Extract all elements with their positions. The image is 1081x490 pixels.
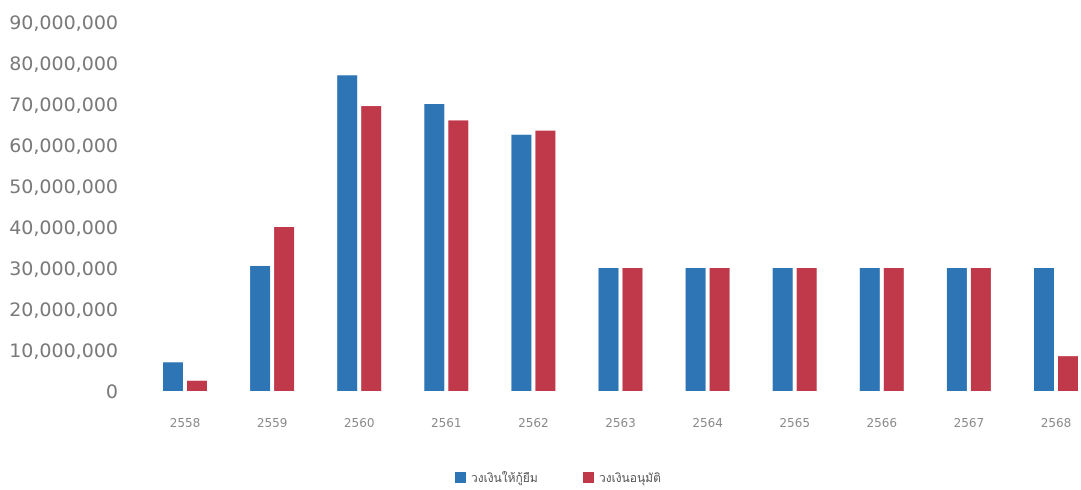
- bar-loan-2560: [337, 75, 358, 392]
- bar-approved-2561: [448, 120, 469, 392]
- legend-label: วงเงินอนุมัติ: [599, 471, 661, 486]
- y-tick-label: 50,000,000: [9, 176, 118, 198]
- x-tick-label: 2564: [692, 416, 723, 430]
- bar-loan-2568: [1034, 268, 1054, 391]
- y-tick-label: 30,000,000: [9, 258, 118, 280]
- bar-loan-2562: [511, 134, 532, 391]
- bar-loan-2566: [859, 268, 880, 391]
- x-tick-label: 2558: [170, 416, 201, 430]
- bar-approved-2559: [274, 227, 295, 391]
- bar-approved-2567: [970, 268, 991, 391]
- legend-swatch: [583, 472, 594, 483]
- x-tick-label: 2566: [867, 416, 898, 430]
- x-tick-label: 2559: [257, 416, 288, 430]
- legend: วงเงินให้กู้ยืม วงเงินอนุมัติ: [455, 471, 661, 486]
- bar-loan-2564: [685, 268, 706, 391]
- bar-approved-2562: [535, 130, 556, 391]
- x-tick-label: 2568: [1041, 416, 1072, 430]
- y-tick-label: 40,000,000: [9, 217, 118, 239]
- bar-loan-2563: [598, 268, 619, 391]
- x-tick-label: 2561: [431, 416, 462, 430]
- y-tick-label: 80,000,000: [9, 53, 118, 75]
- bar-loan-2561: [424, 104, 445, 391]
- y-axis: 0 10,000,000 20,000,000 30,000,000 40,000,00…: [9, 12, 118, 403]
- y-tick-label: 90,000,000: [9, 12, 118, 34]
- x-tick-label: 2567: [954, 416, 985, 430]
- y-tick-label: 0: [106, 381, 118, 403]
- bar-approved-2563: [622, 268, 643, 391]
- bar-approved-2564: [709, 268, 730, 391]
- bar-loan-2558: [163, 362, 183, 391]
- y-tick-label: 70,000,000: [9, 94, 118, 116]
- legend-swatch: [455, 472, 466, 483]
- x-tick-label: 2565: [779, 416, 810, 430]
- bar-approved-2566: [883, 268, 904, 391]
- bar-loan-2565: [772, 268, 793, 391]
- x-tick-label: 2560: [344, 416, 375, 430]
- bar-approved-2560: [361, 106, 382, 392]
- bar-loan-2559: [250, 265, 271, 391]
- y-tick-label: 60,000,000: [9, 135, 118, 157]
- bars: [163, 75, 1078, 392]
- bar-approved-2568: [1058, 356, 1078, 391]
- x-tick-label: 2563: [605, 416, 636, 430]
- bar-approved-2558: [187, 380, 207, 391]
- y-tick-label: 20,000,000: [9, 299, 118, 321]
- x-axis: 2558 2559 2560 2561 2562 2563 2564 2565 2566 2567…: [170, 416, 1072, 430]
- x-tick-label: 2562: [518, 416, 549, 430]
- bar-approved-2565: [796, 268, 817, 391]
- legend-label: วงเงินให้กู้ยืม: [471, 471, 538, 486]
- y-tick-label: 10,000,000: [9, 340, 118, 362]
- bar-loan-2567: [946, 268, 967, 391]
